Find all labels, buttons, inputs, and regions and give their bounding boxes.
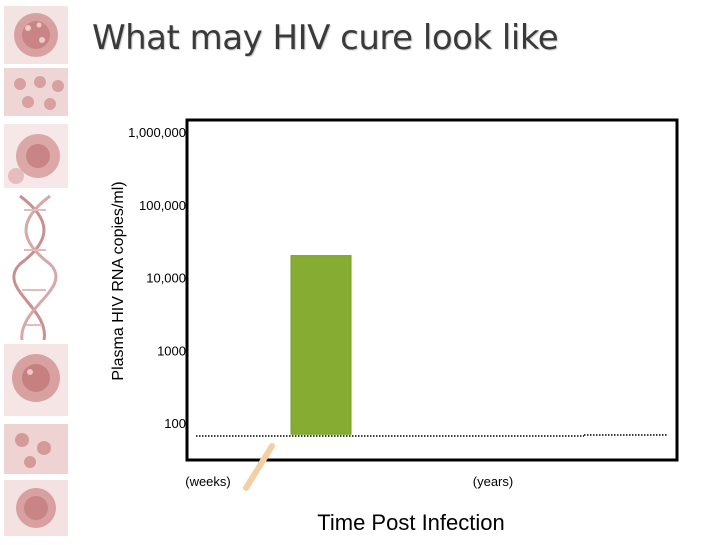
decorative-sidebar bbox=[0, 0, 72, 540]
y-tick-label: 100,000 bbox=[139, 198, 186, 213]
x-axis-label: Time Post Infection bbox=[317, 510, 504, 535]
dna-helix-icon bbox=[12, 194, 58, 341]
virus-icon bbox=[4, 344, 68, 416]
y-axis-label: Plasma HIV RNA copies/ml) bbox=[110, 181, 127, 380]
x-segment-label: (weeks) bbox=[185, 474, 231, 489]
x-segment-label: (years) bbox=[473, 474, 513, 489]
slide-title: What may HIV cure look like bbox=[92, 18, 559, 58]
virus-icon bbox=[4, 6, 68, 64]
virus-surface-icon bbox=[4, 424, 68, 474]
y-tick-label: 10,000 bbox=[146, 271, 186, 286]
virus-surface-icon bbox=[4, 68, 68, 116]
sidebar-art bbox=[4, 6, 68, 536]
virus-icon bbox=[4, 124, 68, 188]
y-tick-label: 100 bbox=[164, 416, 186, 431]
y-tick-label: 1,000,000 bbox=[128, 125, 186, 140]
axis-break-marker bbox=[243, 443, 275, 491]
y-tick-label: 1000 bbox=[157, 343, 186, 358]
virus-icon bbox=[4, 480, 68, 536]
plot-area-frame bbox=[185, 118, 679, 462]
viral-load-bar bbox=[290, 255, 352, 435]
